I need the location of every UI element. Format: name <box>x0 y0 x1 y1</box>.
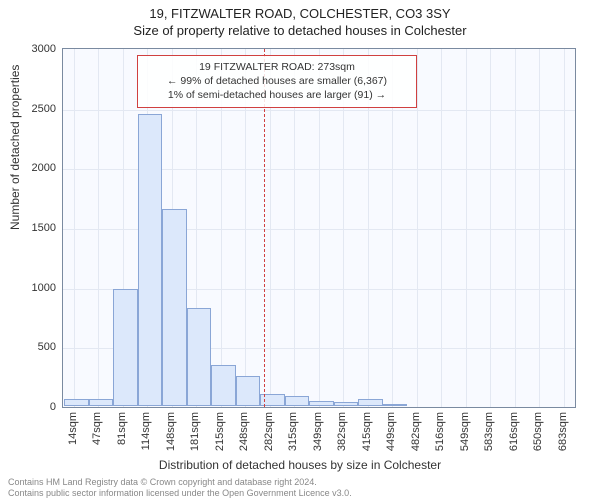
info-box-line: ← 99% of detached houses are smaller (6,… <box>146 74 408 88</box>
x-tick-label: 549sqm <box>459 412 471 451</box>
x-tick-label: 349sqm <box>312 412 324 451</box>
x-tick-label: 315sqm <box>287 412 299 451</box>
page-subtitle: Size of property relative to detached ho… <box>0 21 600 42</box>
x-tick-label: 482sqm <box>410 412 422 451</box>
gridline-v <box>441 49 442 407</box>
x-tick-label: 181sqm <box>189 412 201 451</box>
x-tick-label: 516sqm <box>434 412 446 451</box>
histogram-bar <box>187 308 212 406</box>
y-tick-label: 1500 <box>16 222 56 234</box>
x-tick-label: 114sqm <box>140 412 152 450</box>
histogram-bar <box>285 396 310 406</box>
histogram-bar <box>162 209 187 406</box>
gridline-v <box>515 49 516 407</box>
x-tick-label: 650sqm <box>532 412 544 451</box>
x-tick-label: 81sqm <box>116 412 128 445</box>
y-tick-label: 1000 <box>16 282 56 294</box>
gridline-v <box>490 49 491 407</box>
x-tick-label: 14sqm <box>67 412 79 445</box>
footer-attribution: Contains HM Land Registry data © Crown c… <box>8 477 352 498</box>
info-box-line: 19 FITZWALTER ROAD: 273sqm <box>146 60 408 74</box>
x-tick-label: 449sqm <box>385 412 397 451</box>
plot-area: 19 FITZWALTER ROAD: 273sqm← 99% of detac… <box>62 48 576 408</box>
y-tick-label: 500 <box>16 341 56 353</box>
footer-line2: Contains public sector information licen… <box>8 488 352 498</box>
histogram-bar <box>211 365 236 406</box>
x-tick-label: 683sqm <box>557 412 569 451</box>
histogram-bar <box>113 289 138 406</box>
histogram-bar <box>64 399 89 406</box>
histogram-bar <box>383 404 408 406</box>
info-box: 19 FITZWALTER ROAD: 273sqm← 99% of detac… <box>137 55 417 108</box>
y-tick-label: 0 <box>16 401 56 413</box>
gridline-v <box>564 49 565 407</box>
x-tick-label: 47sqm <box>91 412 103 445</box>
gridline-v <box>466 49 467 407</box>
x-tick-label: 382sqm <box>336 412 348 451</box>
x-tick-label: 415sqm <box>361 412 373 451</box>
histogram-bar <box>236 376 261 406</box>
x-tick-label: 215sqm <box>214 412 226 451</box>
x-tick-label: 583sqm <box>483 412 495 451</box>
histogram-bar <box>358 399 383 406</box>
histogram-bar <box>138 114 163 406</box>
info-box-line: 1% of semi-detached houses are larger (9… <box>146 88 408 102</box>
gridline-v <box>74 49 75 407</box>
histogram-bar <box>309 401 334 406</box>
y-tick-label: 3000 <box>16 43 56 55</box>
gridline-v <box>98 49 99 407</box>
x-tick-label: 148sqm <box>165 412 177 451</box>
x-tick-label: 282sqm <box>263 412 275 451</box>
x-tick-label: 616sqm <box>508 412 520 451</box>
x-tick-label: 248sqm <box>238 412 250 451</box>
histogram-bar <box>89 399 114 406</box>
footer-line1: Contains HM Land Registry data © Crown c… <box>8 477 352 487</box>
x-axis-label: Distribution of detached houses by size … <box>0 458 600 472</box>
histogram-bar <box>334 402 359 406</box>
gridline-v <box>539 49 540 407</box>
chart-container: 19 FITZWALTER ROAD: 273sqm← 99% of detac… <box>62 48 576 408</box>
page-title-address: 19, FITZWALTER ROAD, COLCHESTER, CO3 3SY <box>0 0 600 21</box>
y-axis-label: Number of detached properties <box>8 65 22 230</box>
y-tick-label: 2500 <box>16 103 56 115</box>
y-tick-label: 2000 <box>16 162 56 174</box>
